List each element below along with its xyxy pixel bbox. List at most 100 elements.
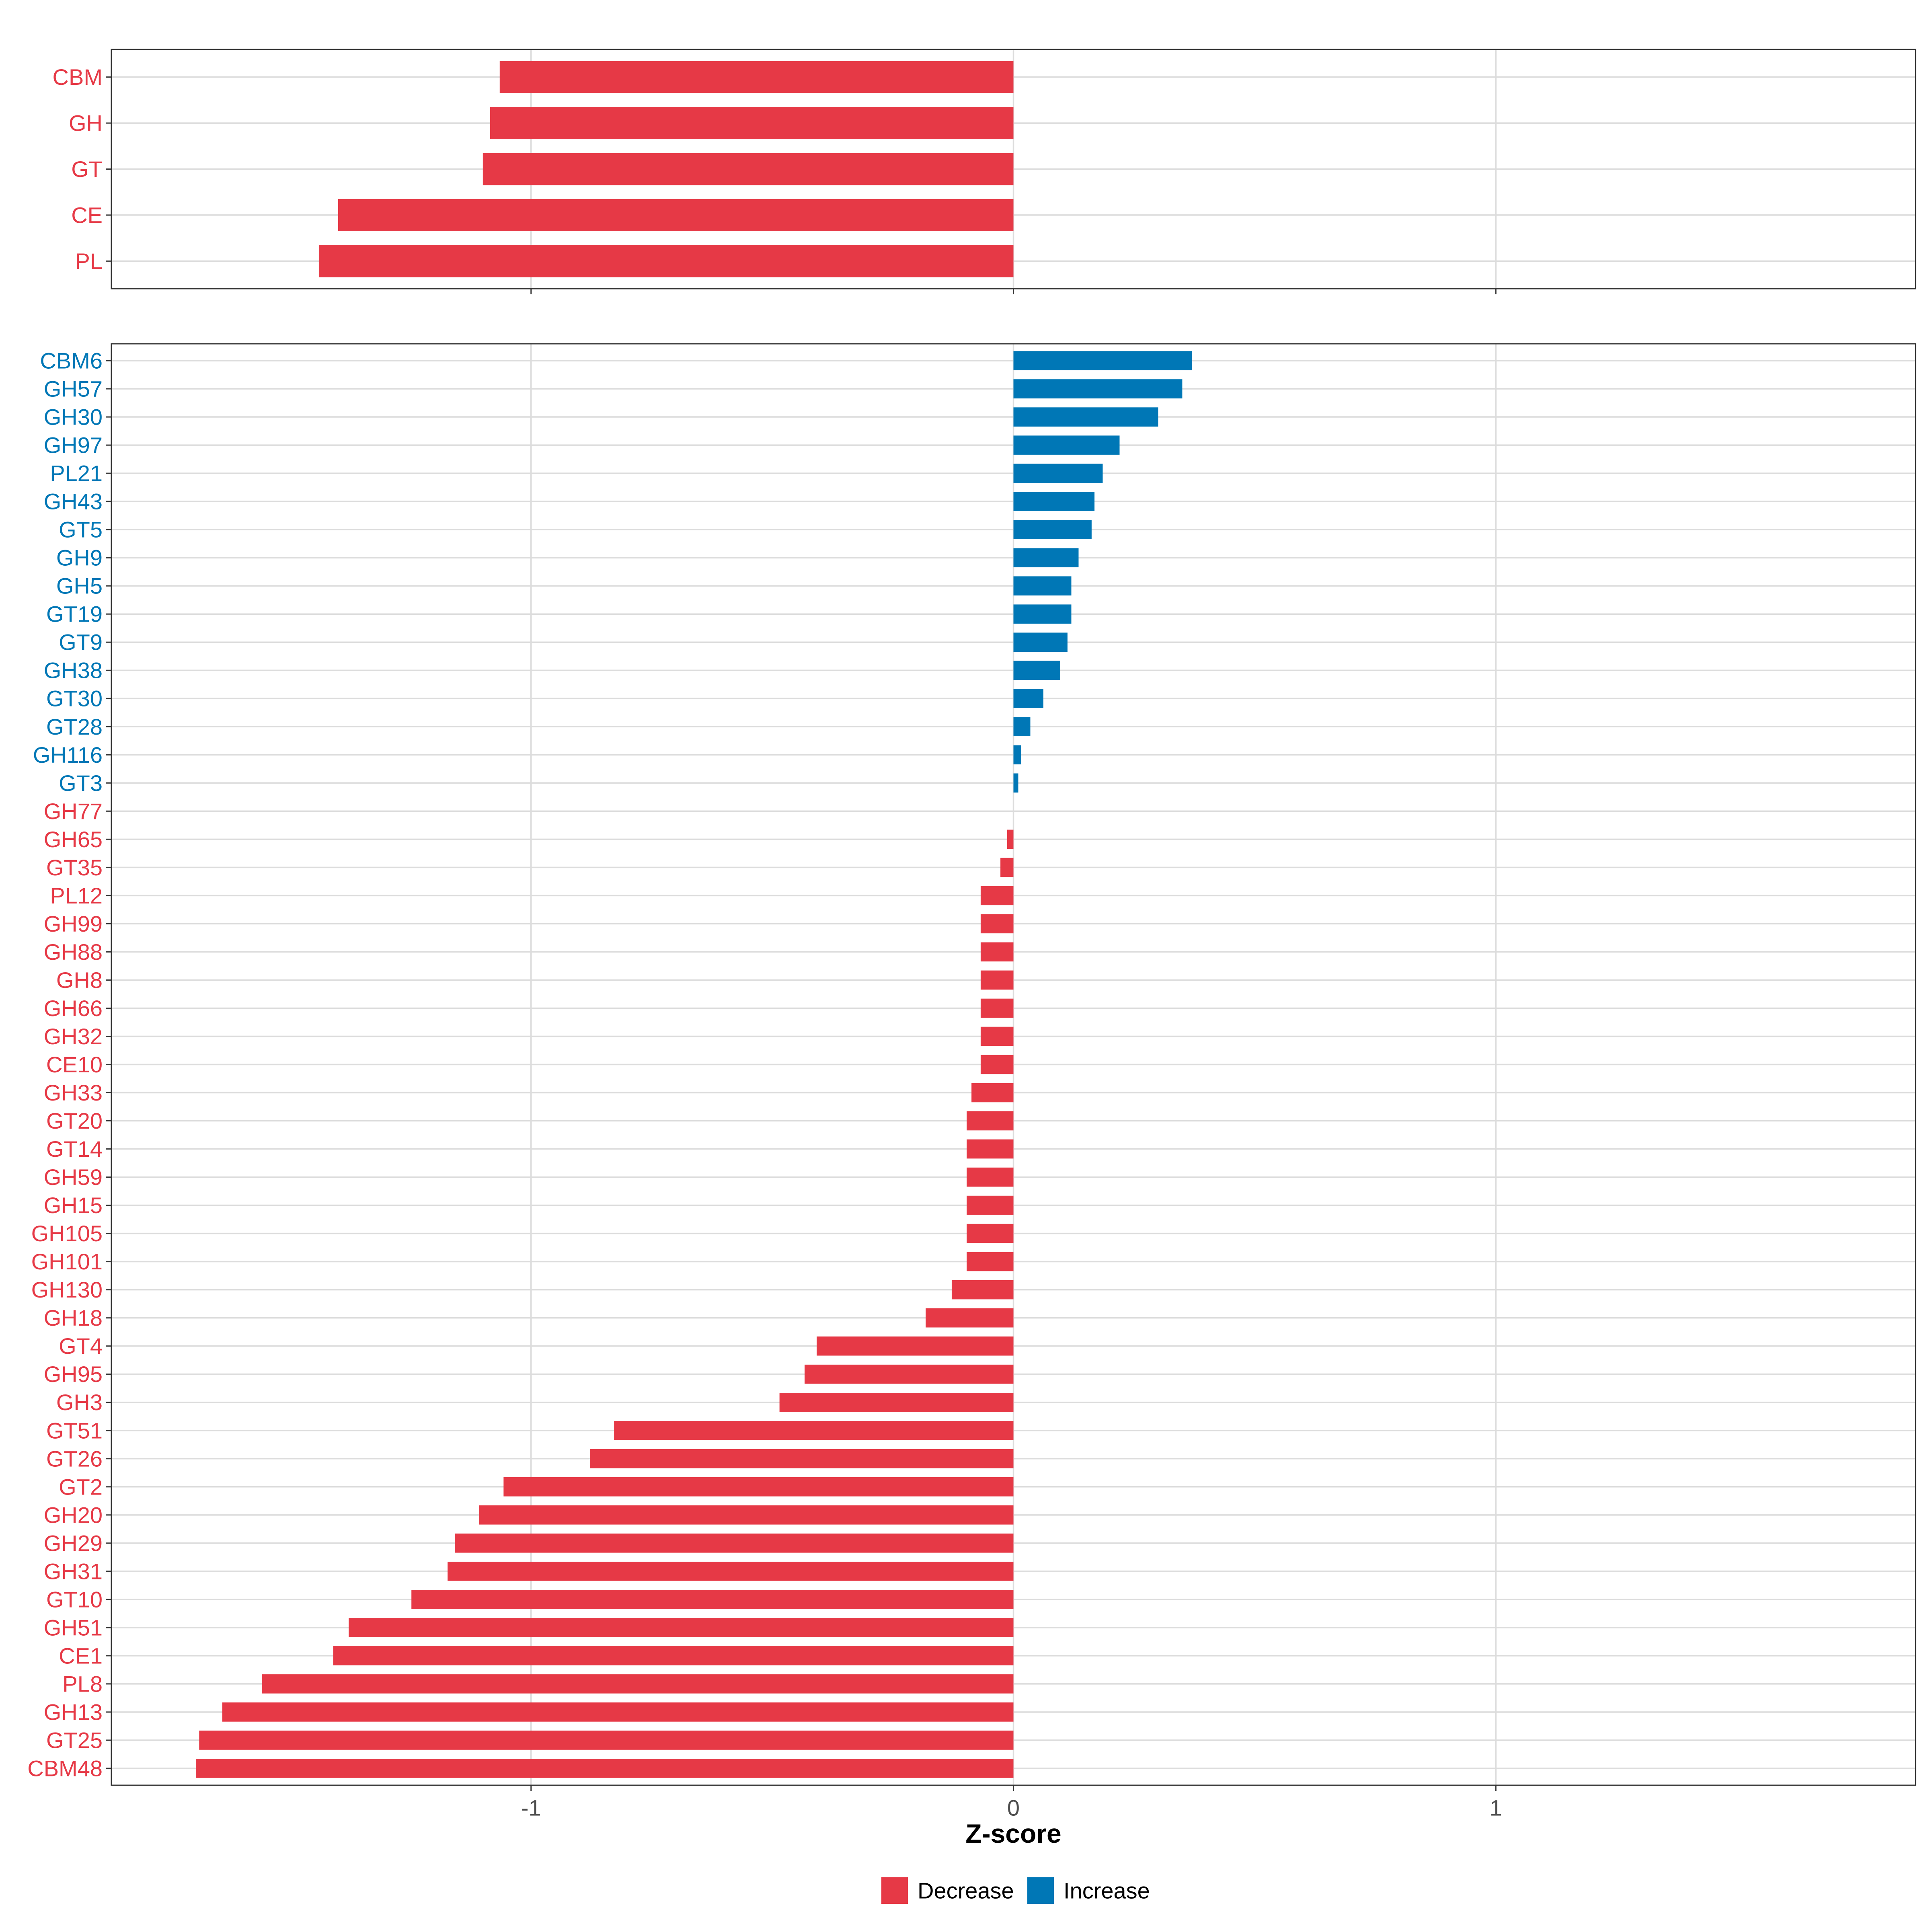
category-label-cbm6: CBM6 (40, 348, 103, 374)
category-label-gh: GH (69, 111, 103, 136)
bar-gt10 (411, 1590, 1014, 1609)
bar-gh43 (1013, 492, 1095, 511)
category-label-pl12: PL12 (50, 883, 103, 908)
category-label-gh105: GH105 (31, 1221, 103, 1246)
category-label-gt26: GT26 (46, 1446, 103, 1471)
category-label-gt9: GT9 (59, 630, 103, 655)
bar-gt9 (1013, 632, 1068, 652)
category-label-gh18: GH18 (44, 1305, 103, 1330)
bar-gh101 (967, 1252, 1014, 1271)
bar-pl12 (980, 886, 1014, 905)
bar-gh13 (222, 1702, 1014, 1722)
bar-gt (482, 153, 1014, 185)
x-tick-label-0: -1 (521, 1795, 541, 1821)
bar-gt25 (199, 1731, 1014, 1750)
bar-gt5 (1013, 520, 1092, 539)
category-label-pl: PL (75, 248, 103, 274)
legend-key-increase (1027, 1877, 1054, 1904)
category-label-gt: GT (71, 156, 103, 182)
bar-gt51 (614, 1421, 1014, 1440)
bar-cbm48 (195, 1759, 1014, 1778)
category-label-gh59: GH59 (44, 1164, 103, 1190)
bar-gh59 (967, 1167, 1014, 1187)
category-label-gt35: GT35 (46, 855, 103, 880)
bar-gh30 (1013, 407, 1158, 427)
bar-gh130 (951, 1280, 1014, 1300)
category-label-gh101: GH101 (31, 1249, 103, 1274)
bar-gh33 (971, 1083, 1014, 1103)
category-label-gh130: GH130 (31, 1277, 103, 1302)
bar-gt19 (1013, 604, 1072, 624)
category-label-gh95: GH95 (44, 1361, 103, 1387)
category-label-gh43: GH43 (44, 489, 103, 514)
category-label-cbm: CBM (53, 64, 103, 90)
bar-gt35 (1000, 858, 1014, 877)
bar-gh18 (926, 1308, 1014, 1328)
category-label-gt20: GT20 (46, 1108, 103, 1133)
category-label-ce: CE (71, 202, 103, 228)
category-label-ce10: CE10 (46, 1052, 103, 1077)
category-label-gt25: GT25 (46, 1727, 103, 1753)
bar-pl (318, 245, 1014, 277)
category-label-gh30: GH30 (44, 404, 103, 430)
bar-gt28 (1013, 717, 1031, 737)
bar-gh (490, 107, 1014, 140)
category-label-pl8: PL8 (62, 1671, 103, 1696)
bar-gt14 (967, 1139, 1014, 1159)
category-label-gh88: GH88 (44, 939, 103, 965)
category-label-gh32: GH32 (44, 1024, 103, 1049)
category-label-gt3: GT3 (59, 770, 103, 796)
bar-gh20 (479, 1505, 1014, 1525)
bar-gt4 (817, 1336, 1014, 1356)
bar-gh29 (455, 1534, 1014, 1553)
bar-gh9 (1013, 548, 1079, 567)
bar-gh57 (1013, 379, 1183, 398)
category-label-gh31: GH31 (44, 1558, 103, 1584)
bar-gh116 (1013, 745, 1021, 765)
category-label-gh38: GH38 (44, 658, 103, 683)
bar-gh66 (980, 998, 1014, 1018)
bar-gh8 (980, 970, 1014, 990)
bar-gh32 (980, 1027, 1014, 1046)
category-label-gh77: GH77 (44, 799, 103, 824)
category-label-gh13: GH13 (44, 1699, 103, 1725)
bar-ce1 (333, 1646, 1014, 1665)
bar-pl21 (1013, 464, 1103, 483)
x-tick-label-1: 0 (1007, 1795, 1020, 1821)
bar-ce (338, 199, 1014, 231)
category-label-gh51: GH51 (44, 1615, 103, 1640)
bar-cbm6 (1013, 351, 1192, 370)
bar-gt20 (967, 1111, 1014, 1131)
legend-key-decrease (881, 1877, 908, 1904)
category-label-gt14: GT14 (46, 1136, 103, 1162)
category-label-gt19: GT19 (46, 602, 103, 627)
bar-gt3 (1013, 773, 1018, 793)
bar-gt26 (590, 1449, 1014, 1468)
x-tick-label-2: 1 (1490, 1795, 1502, 1821)
category-label-gh20: GH20 (44, 1502, 103, 1528)
category-label-gt30: GT30 (46, 686, 103, 711)
category-label-gt51: GT51 (46, 1418, 103, 1443)
category-label-gh15: GH15 (44, 1193, 103, 1218)
category-label-gh97: GH97 (44, 433, 103, 458)
category-label-gh8: GH8 (56, 967, 103, 993)
bar-gh97 (1013, 435, 1120, 455)
category-label-gh65: GH65 (44, 827, 103, 852)
category-label-cbm48: CBM48 (27, 1755, 103, 1781)
category-label-ce1: CE1 (59, 1643, 103, 1668)
category-label-gh66: GH66 (44, 996, 103, 1021)
bar-gh31 (448, 1562, 1014, 1581)
bar-gh99 (980, 914, 1014, 934)
category-label-gt4: GT4 (59, 1333, 103, 1359)
bar-gh65 (1007, 829, 1014, 849)
bar-gt30 (1013, 689, 1043, 708)
category-label-gt28: GT28 (46, 714, 103, 739)
category-label-gt5: GT5 (59, 517, 103, 542)
bar-ce10 (980, 1055, 1014, 1074)
bar-pl8 (262, 1674, 1014, 1694)
bar-gh38 (1013, 661, 1060, 680)
category-label-gh116: GH116 (33, 742, 103, 768)
category-label-gh99: GH99 (44, 911, 103, 936)
